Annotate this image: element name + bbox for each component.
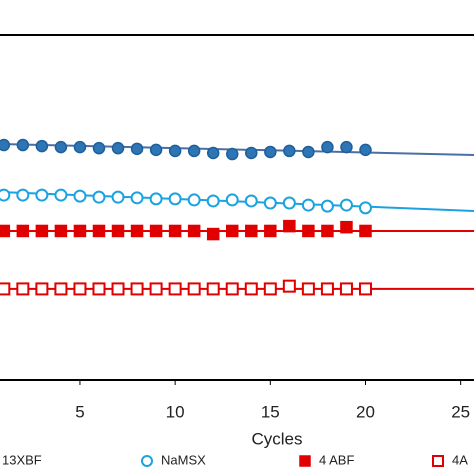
data-point	[263, 196, 277, 210]
data-point	[92, 282, 106, 296]
x-tick-label: 25	[451, 402, 470, 421]
data-point	[206, 282, 220, 296]
data-point	[0, 138, 11, 152]
legend-marker	[141, 455, 153, 467]
data-point	[73, 282, 87, 296]
data-point	[16, 138, 30, 152]
data-point	[187, 282, 201, 296]
data-point	[111, 190, 125, 204]
data-point	[111, 141, 125, 155]
legend-label: NaMSX	[161, 452, 206, 467]
data-point	[0, 224, 11, 238]
data-point	[302, 224, 315, 238]
data-point	[168, 144, 182, 158]
data-point	[302, 145, 315, 159]
data-point	[282, 279, 296, 293]
legend-marker	[299, 455, 311, 467]
data-point	[340, 140, 353, 154]
data-point	[92, 190, 106, 204]
data-point	[92, 141, 106, 155]
legend-label: 4A	[452, 452, 468, 467]
legend-label: 4 ABF	[319, 452, 354, 467]
data-point	[73, 224, 87, 238]
data-point	[283, 219, 296, 233]
data-point	[35, 282, 49, 296]
data-point	[263, 282, 277, 296]
data-point	[321, 140, 334, 154]
data-point	[187, 144, 201, 158]
data-point	[283, 144, 296, 158]
data-point	[187, 193, 201, 207]
legend-marker	[432, 455, 444, 467]
data-point	[282, 196, 296, 210]
data-point	[320, 282, 334, 296]
data-point	[130, 142, 144, 156]
data-point	[301, 282, 315, 296]
data-point	[54, 282, 68, 296]
data-point	[149, 282, 163, 296]
data-point	[206, 194, 220, 208]
data-point	[111, 224, 125, 238]
data-point	[149, 143, 163, 157]
legend-label: 13XBF	[2, 452, 42, 467]
data-point	[225, 193, 239, 207]
data-point	[340, 220, 353, 234]
data-point	[35, 139, 49, 153]
x-tick-label: 15	[261, 402, 280, 421]
x-tick-label: 20	[356, 402, 375, 421]
data-point	[16, 282, 30, 296]
data-point	[111, 282, 125, 296]
data-point	[149, 192, 163, 206]
data-point	[35, 224, 49, 238]
data-point	[73, 140, 87, 154]
x-axis-label: Cycles	[251, 429, 302, 448]
data-point	[0, 188, 11, 202]
data-point	[244, 282, 258, 296]
data-point	[16, 224, 30, 238]
data-point	[264, 145, 277, 159]
data-point	[168, 224, 182, 238]
data-point	[149, 224, 163, 238]
x-tick-label: 5	[75, 402, 84, 421]
data-point	[130, 282, 144, 296]
data-point	[73, 189, 87, 203]
data-point	[321, 224, 334, 238]
data-point	[168, 192, 182, 206]
data-point	[54, 140, 68, 154]
data-point	[16, 188, 30, 202]
data-point	[339, 198, 353, 212]
data-point	[358, 282, 372, 296]
data-point	[245, 146, 258, 160]
data-point	[0, 282, 11, 296]
data-point	[245, 224, 258, 238]
data-point	[244, 194, 258, 208]
data-point	[92, 224, 106, 238]
data-point	[225, 224, 239, 238]
data-point	[206, 146, 220, 160]
x-tick-label: 10	[166, 402, 185, 421]
data-point	[301, 198, 315, 212]
data-point	[225, 147, 239, 161]
data-point	[35, 188, 49, 202]
data-point	[168, 282, 182, 296]
data-point	[264, 224, 277, 238]
data-point	[130, 224, 144, 238]
data-point	[225, 282, 239, 296]
data-point	[54, 188, 68, 202]
data-point	[54, 224, 68, 238]
data-point	[206, 227, 220, 241]
data-point	[130, 191, 144, 205]
data-point	[187, 224, 201, 238]
data-point	[358, 201, 372, 215]
data-point	[359, 224, 372, 238]
data-point	[339, 282, 353, 296]
data-point	[359, 143, 372, 157]
data-point	[320, 199, 334, 213]
